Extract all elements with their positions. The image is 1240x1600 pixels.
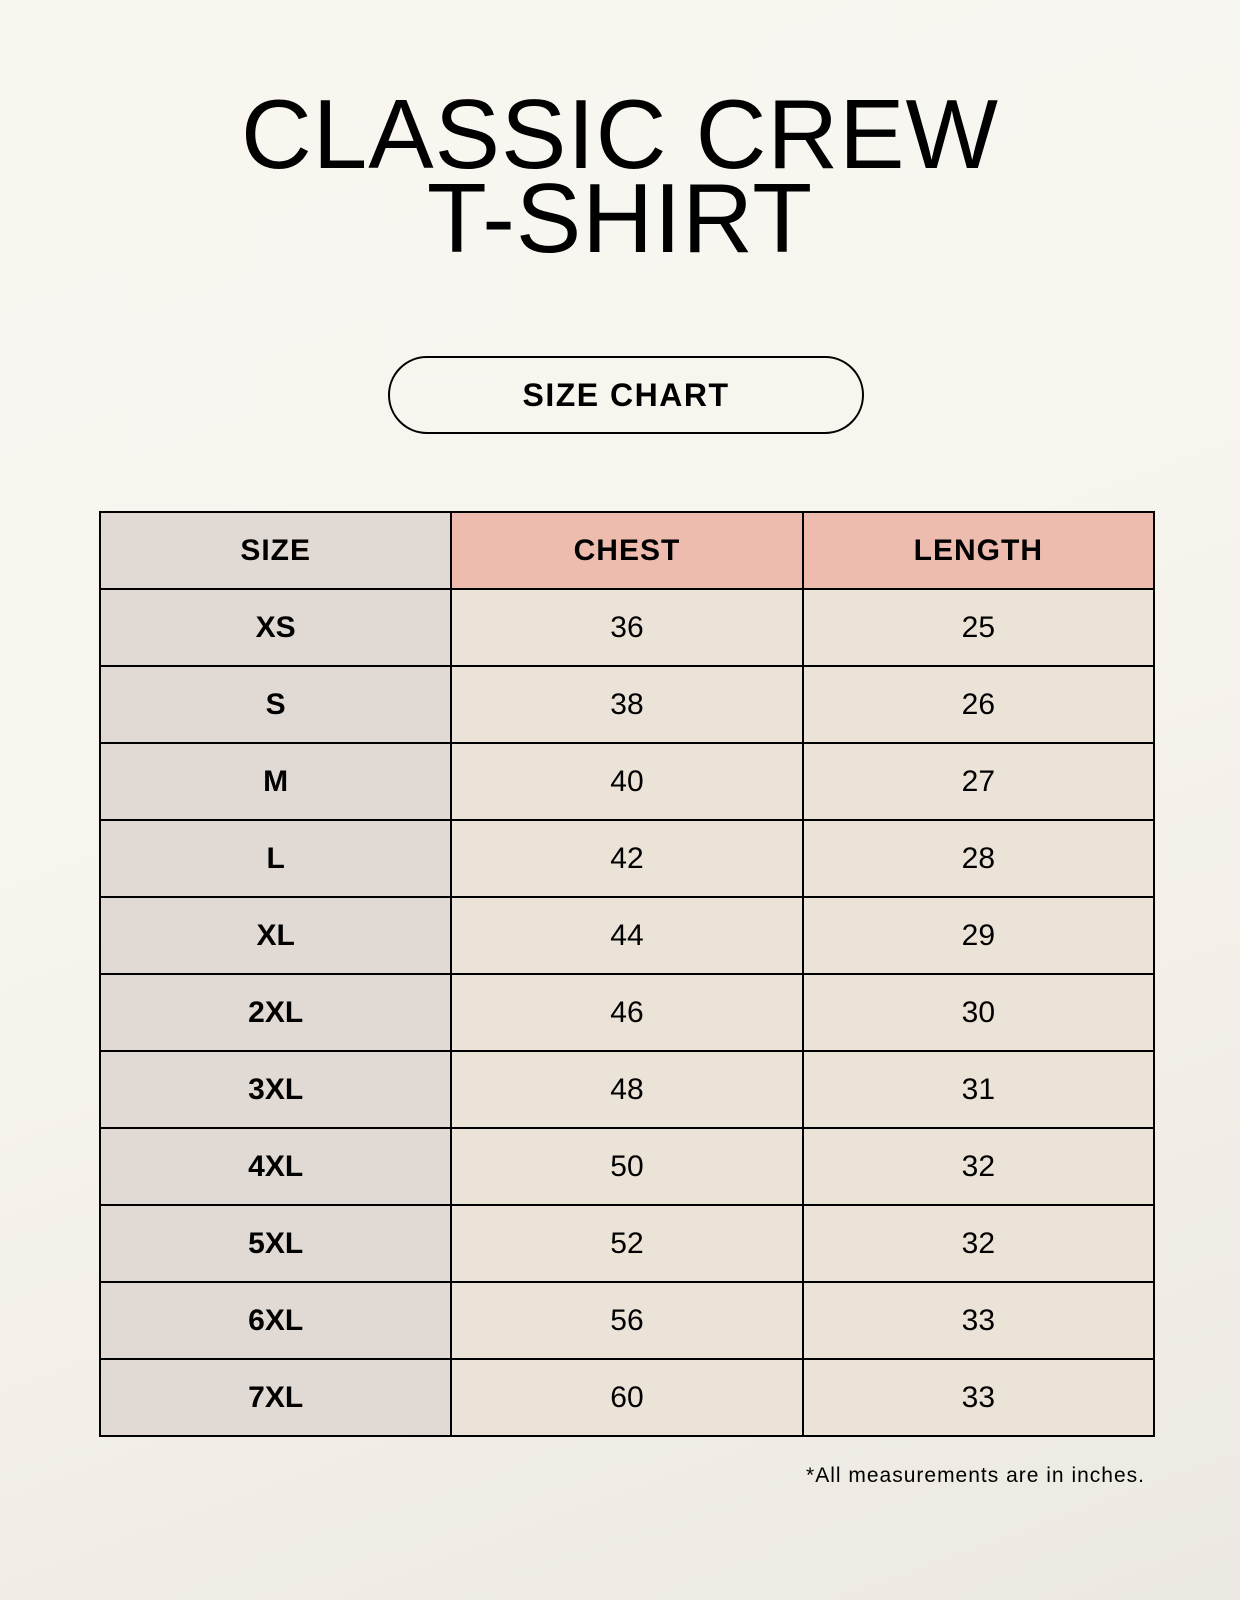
table-row: L 42 28 bbox=[98, 819, 1156, 898]
table-row: XS 36 25 bbox=[98, 588, 1156, 667]
cell-length: 25 bbox=[801, 588, 1156, 667]
cell-chest: 60 bbox=[450, 1358, 804, 1437]
header-size: SIZE bbox=[98, 511, 453, 590]
cell-size: L bbox=[98, 819, 453, 898]
cell-chest: 48 bbox=[450, 1050, 804, 1129]
page-title: CLASSIC CREW T-SHIRT bbox=[0, 79, 1240, 273]
cell-length: 33 bbox=[801, 1358, 1156, 1437]
cell-length: 31 bbox=[801, 1050, 1156, 1129]
size-chart-badge: SIZE CHART bbox=[388, 356, 864, 434]
table-row: 3XL 48 31 bbox=[98, 1050, 1156, 1129]
cell-size: XS bbox=[98, 588, 453, 667]
cell-size: XL bbox=[98, 896, 453, 975]
size-table: SIZE CHEST LENGTH XS 36 25 S 38 26 M 40 27 L 42 28 X… bbox=[98, 511, 1156, 1437]
cell-chest: 42 bbox=[450, 819, 804, 898]
cell-size: 2XL bbox=[98, 973, 453, 1052]
table-row: 2XL 46 30 bbox=[98, 973, 1156, 1052]
cell-length: 27 bbox=[801, 742, 1156, 821]
cell-length: 33 bbox=[801, 1281, 1156, 1360]
cell-chest: 56 bbox=[450, 1281, 804, 1360]
cell-chest: 52 bbox=[450, 1204, 804, 1283]
cell-length: 26 bbox=[801, 665, 1156, 744]
table-row: 4XL 50 32 bbox=[98, 1127, 1156, 1206]
table-row: 6XL 56 33 bbox=[98, 1281, 1156, 1360]
cell-size: 3XL bbox=[98, 1050, 453, 1129]
table-row: M 40 27 bbox=[98, 742, 1156, 821]
table-header-row: SIZE CHEST LENGTH bbox=[98, 511, 1156, 590]
cell-size: S bbox=[98, 665, 453, 744]
cell-size: 6XL bbox=[98, 1281, 453, 1360]
cell-chest: 40 bbox=[450, 742, 804, 821]
cell-chest: 50 bbox=[450, 1127, 804, 1206]
title-line-2: T-SHIRT bbox=[426, 163, 814, 273]
cell-size: M bbox=[98, 742, 453, 821]
cell-chest: 44 bbox=[450, 896, 804, 975]
footnote: *All measurements are in inches. bbox=[806, 1464, 1145, 1487]
table-row: S 38 26 bbox=[98, 665, 1156, 744]
title-line-1: CLASSIC CREW bbox=[240, 79, 999, 189]
cell-length: 29 bbox=[801, 896, 1156, 975]
cell-chest: 38 bbox=[450, 665, 804, 744]
cell-length: 30 bbox=[801, 973, 1156, 1052]
cell-size: 4XL bbox=[98, 1127, 453, 1206]
table-row: 5XL 52 32 bbox=[98, 1204, 1156, 1283]
header-length: LENGTH bbox=[801, 511, 1156, 590]
cell-length: 32 bbox=[801, 1127, 1156, 1206]
cell-length: 28 bbox=[801, 819, 1156, 898]
cell-chest: 36 bbox=[450, 588, 804, 667]
table-row: XL 44 29 bbox=[98, 896, 1156, 975]
cell-size: 7XL bbox=[98, 1358, 453, 1437]
cell-chest: 46 bbox=[450, 973, 804, 1052]
cell-length: 32 bbox=[801, 1204, 1156, 1283]
table-row: 7XL 60 33 bbox=[98, 1358, 1156, 1437]
header-chest: CHEST bbox=[450, 511, 804, 590]
cell-size: 5XL bbox=[98, 1204, 453, 1283]
